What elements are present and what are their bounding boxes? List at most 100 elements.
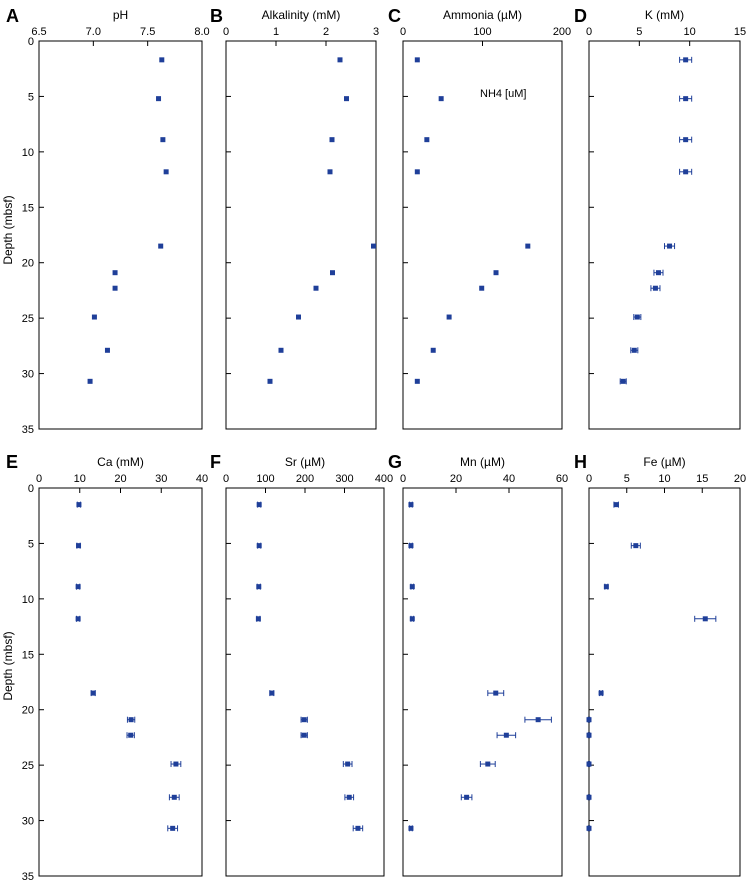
data-point <box>408 543 414 549</box>
data-point <box>76 502 82 508</box>
data-point <box>408 502 414 508</box>
x-tick-label: 0 <box>586 473 592 485</box>
data-point <box>256 584 262 590</box>
data-point <box>355 825 361 831</box>
data-point <box>301 732 307 738</box>
x-tick-label: 10 <box>684 26 696 38</box>
y-tick-label: 35 <box>22 871 34 881</box>
data-point <box>171 794 177 800</box>
axis-title: Ca (mM) <box>97 455 144 469</box>
x-tick-label: 6.5 <box>31 26 46 38</box>
data-point <box>633 543 639 549</box>
x-tick-label: 100 <box>256 473 274 485</box>
data-point <box>598 690 604 696</box>
data-point <box>603 584 609 590</box>
y-tick-label: 10 <box>22 147 34 159</box>
y-tick-label: 30 <box>22 816 34 828</box>
data-point <box>112 270 118 276</box>
x-tick-label: 100 <box>473 26 491 38</box>
data-point <box>535 717 541 723</box>
data-point <box>438 96 444 102</box>
data-point <box>683 57 689 63</box>
data-point <box>156 96 162 102</box>
axis-title: pH <box>113 8 128 22</box>
data-point <box>503 732 509 738</box>
panel-f: F Sr (µM) 0 100 200 300 400 <box>210 452 393 877</box>
plot-frame <box>402 487 563 877</box>
x-tick-label: 1 <box>273 26 279 38</box>
x-tick-label: 3 <box>373 26 379 38</box>
data-point <box>173 761 179 767</box>
x-tick-label: 200 <box>296 473 314 485</box>
panel-letter: D <box>574 6 587 26</box>
axis-title: Ammonia (µM) <box>443 8 522 22</box>
data-point <box>620 378 626 384</box>
x-tick-label: 0 <box>400 26 406 38</box>
y-tick-label: 25 <box>22 313 34 325</box>
data-point <box>485 761 491 767</box>
data-point <box>371 243 376 249</box>
plot-frame <box>225 40 377 430</box>
data-point <box>76 543 82 549</box>
data-point <box>655 270 661 276</box>
data-point <box>329 137 335 143</box>
x-tick-label: 15 <box>696 473 708 485</box>
data-point <box>667 243 673 249</box>
x-tick-label: 8.0 <box>194 26 209 38</box>
y-tick-label: 5 <box>28 91 34 103</box>
axis-title: Fe (µM) <box>643 455 685 469</box>
panel-letter: A <box>6 6 19 26</box>
x-tick-label: 30 <box>155 473 167 485</box>
data-point <box>683 137 689 143</box>
x-tick-label: 2 <box>323 26 329 38</box>
data-point <box>170 825 176 831</box>
panel-letter: C <box>388 6 401 26</box>
x-tick-label: 0 <box>400 473 406 485</box>
data-point <box>128 732 134 738</box>
data-point <box>586 825 592 831</box>
y-tick-label: 0 <box>28 483 34 495</box>
x-tick-label: 40 <box>196 473 208 485</box>
data-point <box>631 347 637 353</box>
x-tick-label: 7.5 <box>140 26 155 38</box>
data-point <box>613 502 619 508</box>
data-point <box>586 794 592 800</box>
data-point <box>75 584 81 590</box>
plot-frame <box>38 40 203 430</box>
data-point <box>91 314 97 320</box>
data-point <box>409 616 415 622</box>
data-point <box>586 732 592 738</box>
data-point <box>586 761 592 767</box>
axis-title: K (mM) <box>645 8 684 22</box>
data-point <box>525 243 531 249</box>
panel-c: C Ammonia (µM) 0 100 200 NH4 [uM] <box>388 6 571 430</box>
x-tick-label: 10 <box>74 473 86 485</box>
data-point <box>683 169 689 175</box>
panel-h: H Fe (µM) 0 5 10 15 20 <box>574 452 746 877</box>
data-point <box>159 57 165 63</box>
data-point <box>278 347 284 353</box>
y-tick-label: 20 <box>22 258 34 270</box>
x-tick-label: 0 <box>36 473 42 485</box>
data-point <box>301 717 307 723</box>
data-point <box>112 285 118 291</box>
data-point <box>346 794 352 800</box>
x-tick-label: 7.0 <box>86 26 101 38</box>
y-tick-label: 0 <box>28 36 34 48</box>
data-point <box>158 243 164 249</box>
data-point <box>269 690 275 696</box>
y-tick-label: 20 <box>22 705 34 717</box>
axis-title: Alkalinity (mM) <box>262 8 341 22</box>
panel-letter: H <box>574 452 587 472</box>
data-point <box>128 717 134 723</box>
data-point <box>634 314 640 320</box>
data-point <box>75 616 81 622</box>
x-tick-label: 0 <box>223 26 229 38</box>
plot-frame <box>588 487 741 877</box>
data-point <box>414 378 420 384</box>
panel-letter: E <box>6 452 18 472</box>
data-point <box>408 825 414 831</box>
data-point <box>255 616 261 622</box>
panel-e: E Ca (mM) 0 10 20 30 40 0 5 10 15 20 25 30 35 <box>6 452 208 881</box>
